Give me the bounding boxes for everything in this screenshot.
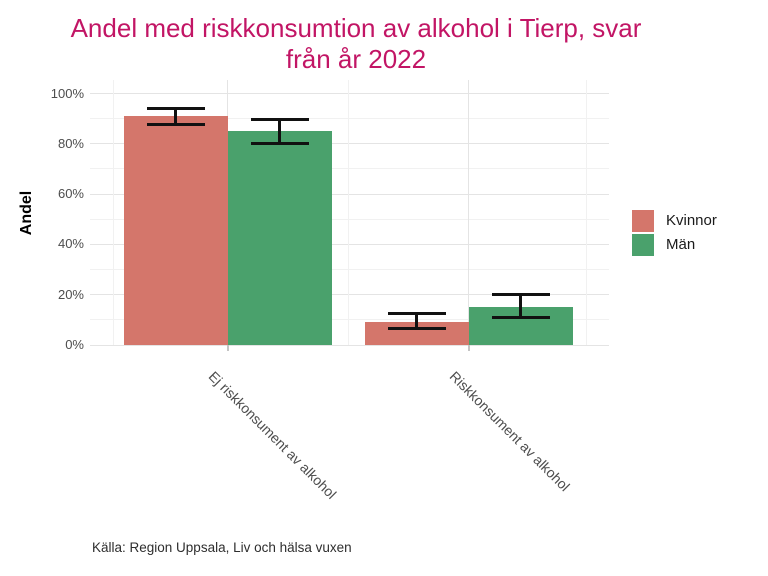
x-axis-label: Ej riskkonsument av alkohol bbox=[205, 368, 340, 503]
x-tick bbox=[467, 345, 470, 351]
x-tick bbox=[226, 345, 229, 351]
chart-title: Andel med riskkonsumtion av alkohol i Ti… bbox=[0, 13, 712, 75]
bar-män-0 bbox=[227, 131, 332, 345]
gridline-minor-h bbox=[90, 269, 609, 271]
y-tick-label: 0% bbox=[65, 337, 84, 352]
bar-kvinnor-0 bbox=[123, 116, 228, 345]
gridline-major-h bbox=[90, 93, 609, 94]
errorbar-stem bbox=[519, 294, 522, 318]
errorbar-cap-low bbox=[250, 142, 309, 146]
chart-title-line-1: Andel med riskkonsumtion av alkohol i Ti… bbox=[70, 13, 642, 43]
gridline-major-v bbox=[468, 80, 469, 345]
y-tick-label: 20% bbox=[57, 286, 84, 302]
gridline-minor-h bbox=[90, 218, 609, 220]
gridline-minor-v bbox=[113, 80, 114, 345]
gridline-major-h bbox=[90, 193, 609, 195]
gridline-major-h bbox=[90, 143, 609, 145]
y-tick-label: 80% bbox=[57, 135, 84, 151]
errorbar-stem bbox=[415, 313, 418, 329]
legend-label: Kvinnor bbox=[666, 212, 717, 229]
legend-key-swatch bbox=[632, 209, 654, 232]
y-tick-label: 100% bbox=[50, 85, 84, 101]
source-caption: Källa: Region Uppsala, Liv och hälsa vux… bbox=[92, 540, 352, 555]
gridline-minor-h bbox=[90, 168, 609, 170]
legend-entry-män: Män bbox=[632, 233, 717, 256]
gridline-major-h bbox=[90, 294, 609, 296]
errorbar-cap-low bbox=[491, 315, 550, 319]
gridline-minor-h bbox=[90, 118, 609, 120]
gridline-minor-h bbox=[90, 319, 609, 321]
errorbar-stem bbox=[174, 108, 177, 125]
x-axis-label: Riskkonsument av alkohol bbox=[446, 368, 573, 495]
gridline-minor-v bbox=[347, 80, 349, 345]
gridline-minor-v bbox=[585, 80, 587, 345]
legend-entry-kvinnor: Kvinnor bbox=[632, 209, 717, 232]
chart-title-line-2: från år 2022 bbox=[285, 44, 427, 74]
gridline-major-h bbox=[90, 344, 609, 346]
gridline-major-h bbox=[90, 243, 609, 245]
y-tick-label: 60% bbox=[57, 186, 84, 202]
errorbar-stem bbox=[278, 119, 281, 144]
legend: Kvinnor Män bbox=[632, 209, 717, 257]
legend-label: Män bbox=[666, 236, 696, 253]
legend-key-swatch bbox=[632, 233, 654, 256]
y-tick-label: 40% bbox=[57, 236, 84, 252]
errorbar-cap-low bbox=[387, 327, 446, 331]
errorbar-cap-low bbox=[146, 123, 205, 127]
